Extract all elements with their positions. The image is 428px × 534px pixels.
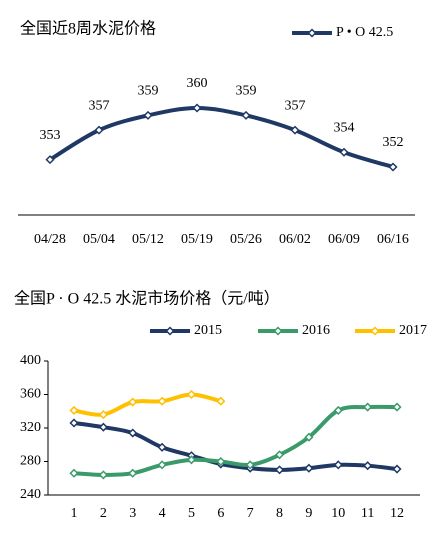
y-tick-label: 320 [20, 420, 41, 435]
data-point [216, 456, 226, 467]
legend-label: 2017 [399, 323, 427, 338]
x-tick-label: 06/09 [328, 232, 360, 247]
data-label: 353 [40, 128, 61, 143]
data-point [186, 389, 197, 400]
data-point [274, 450, 285, 460]
x-tick-label: 8 [276, 506, 283, 521]
data-point [98, 410, 108, 420]
data-point [392, 402, 402, 412]
data-point [157, 460, 167, 470]
data-point [388, 162, 398, 172]
x-tick-label: 12 [390, 506, 404, 521]
data-point [363, 402, 373, 412]
data-point [333, 460, 343, 470]
y-tick-label: 280 [20, 454, 41, 469]
data-label: 354 [334, 120, 355, 135]
legend-label: 2015 [194, 323, 222, 338]
data-point [241, 110, 251, 120]
x-tick-label: 11 [361, 506, 374, 521]
legend-marker [273, 326, 283, 336]
y-tick-label: 360 [20, 387, 41, 402]
data-point [69, 468, 79, 478]
data-point [98, 422, 108, 432]
x-tick-label: 05/12 [132, 232, 164, 247]
data-point [290, 125, 300, 135]
data-point [143, 110, 153, 120]
data-point [392, 464, 402, 474]
data-point [128, 428, 138, 438]
x-tick-label: 9 [305, 506, 312, 521]
x-tick-label: 10 [331, 506, 345, 521]
data-label: 352 [383, 135, 404, 150]
data-point [94, 125, 104, 135]
data-label: 359 [236, 84, 257, 99]
data-label: 359 [138, 84, 159, 99]
data-label: 357 [89, 98, 110, 113]
x-tick-label: 7 [247, 506, 254, 521]
y-tick-label: 400 [20, 353, 41, 368]
data-point [98, 470, 108, 480]
data-point [157, 442, 167, 452]
data-point [69, 405, 79, 415]
legend-marker [165, 326, 175, 336]
data-point [245, 460, 255, 470]
data-point [304, 432, 314, 442]
x-tick-label: 05/19 [181, 232, 213, 247]
data-point [192, 103, 202, 113]
data-point [216, 396, 226, 406]
x-tick-label: 4 [159, 506, 166, 521]
x-tick-label: 06/02 [279, 232, 311, 247]
x-tick-label: 05/26 [230, 232, 262, 247]
legend-marker [370, 326, 380, 336]
data-point [274, 465, 285, 475]
series-line [48, 105, 394, 169]
x-tick-label: 06/16 [377, 232, 409, 247]
data-point [128, 397, 138, 407]
x-tick-label: 3 [129, 506, 136, 521]
data-label: 360 [187, 76, 208, 91]
data-point [363, 461, 373, 471]
legend-marker [307, 28, 317, 38]
data-point [128, 468, 138, 478]
chart-title: 全国P · O 42.5 水泥市场价格（元/吨） [14, 290, 280, 308]
data-point [304, 463, 314, 473]
data-point [45, 155, 55, 165]
chart-title: 全国近8周水泥价格 [20, 20, 156, 38]
x-tick-label: 5 [188, 506, 195, 521]
x-tick-label: 1 [71, 506, 78, 521]
x-tick-label: 04/28 [34, 232, 66, 247]
data-point [339, 147, 349, 157]
data-point [186, 455, 197, 465]
series-line [73, 392, 222, 417]
x-tick-label: 05/04 [83, 232, 115, 247]
data-label: 357 [285, 98, 306, 113]
x-tick-label: 2 [100, 506, 107, 521]
legend-label: P • O 42.5 [336, 25, 393, 40]
data-point [157, 396, 167, 406]
data-point [69, 418, 79, 428]
legend-label: 2016 [302, 323, 330, 338]
x-tick-label: 6 [217, 506, 224, 521]
y-tick-label: 240 [20, 487, 41, 502]
data-point [333, 405, 343, 415]
